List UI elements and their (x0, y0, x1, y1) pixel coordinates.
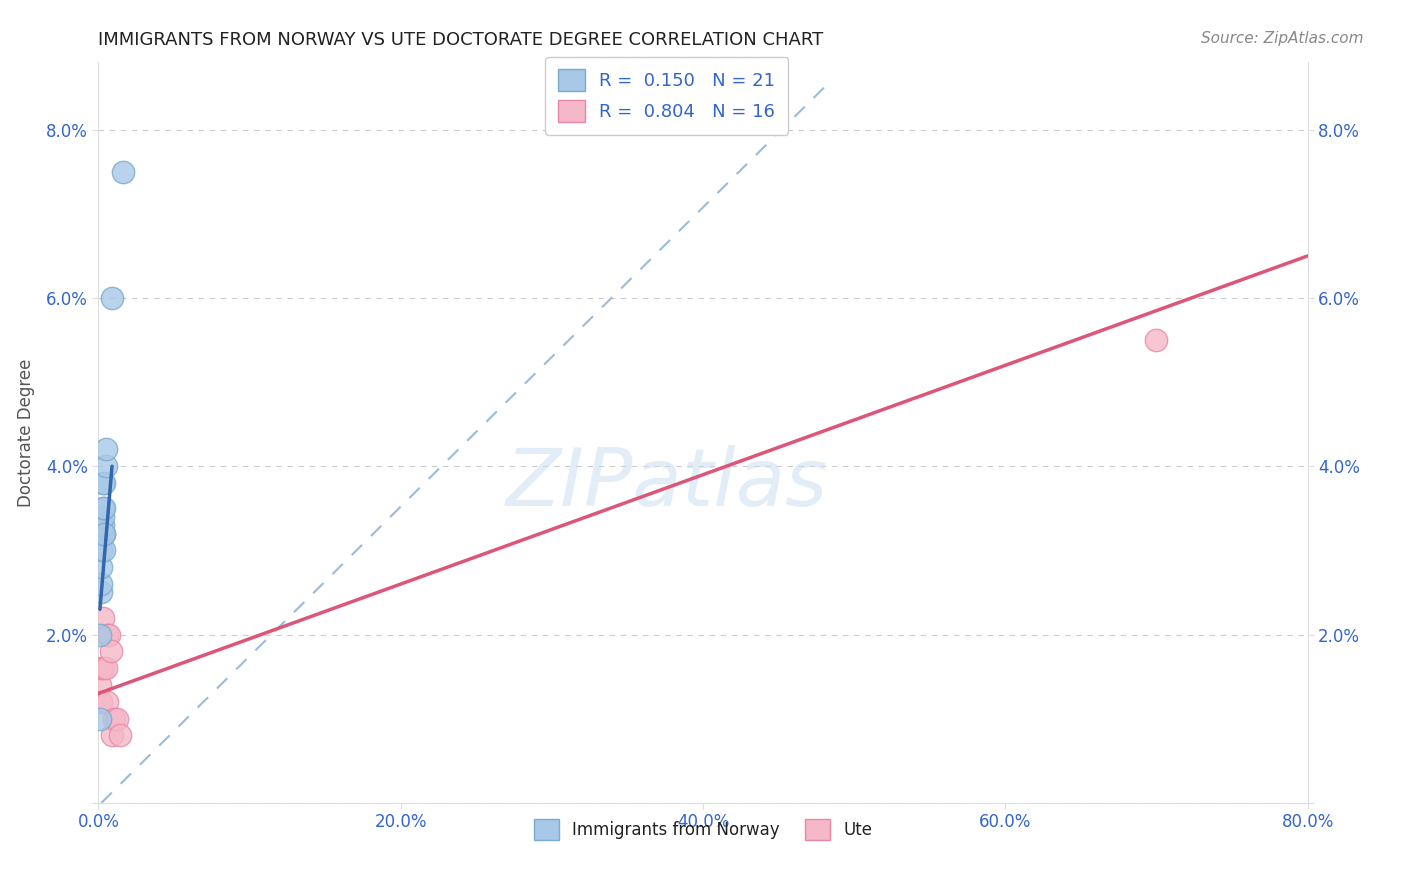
Point (91, 518, 114, 533)
Point (93, 543, 115, 558)
Point (91, 509, 114, 524)
Point (101, 729, 124, 743)
Point (111, 165, 134, 179)
Point (96, 627, 118, 641)
Point (94, 459, 117, 474)
Point (103, 712, 125, 726)
Point (89, 627, 111, 641)
Point (98, 627, 121, 641)
Point (91, 661, 114, 675)
Point (105, 712, 128, 726)
Y-axis label: Doctorate Degree: Doctorate Degree (17, 359, 35, 507)
Point (93, 526, 115, 541)
Point (91, 526, 114, 541)
Point (94, 661, 117, 675)
Point (89, 712, 111, 726)
Point (90, 526, 112, 541)
Text: Source: ZipAtlas.com: Source: ZipAtlas.com (1201, 31, 1364, 46)
Legend: Immigrants from Norway, Ute: Immigrants from Norway, Ute (527, 813, 879, 847)
Point (101, 291, 124, 305)
Point (1144, 333, 1167, 347)
Point (89, 678, 111, 692)
Point (91, 610, 114, 624)
Point (93, 526, 115, 541)
Point (90, 585, 112, 599)
Point (90, 560, 112, 574)
Point (90, 661, 112, 675)
Point (90, 543, 112, 558)
Point (93, 501, 115, 516)
Text: IMMIGRANTS FROM NORWAY VS UTE DOCTORATE DEGREE CORRELATION CHART: IMMIGRANTS FROM NORWAY VS UTE DOCTORATE … (98, 31, 824, 49)
Point (90, 695, 112, 709)
Point (91, 501, 114, 516)
Point (108, 729, 131, 743)
Point (94, 442, 117, 457)
Point (100, 644, 122, 658)
Point (91, 476, 114, 491)
Point (96, 695, 118, 709)
Point (90, 577, 112, 591)
Text: ZIPatlas: ZIPatlas (506, 445, 828, 524)
Point (93, 476, 115, 491)
Point (90, 518, 112, 533)
